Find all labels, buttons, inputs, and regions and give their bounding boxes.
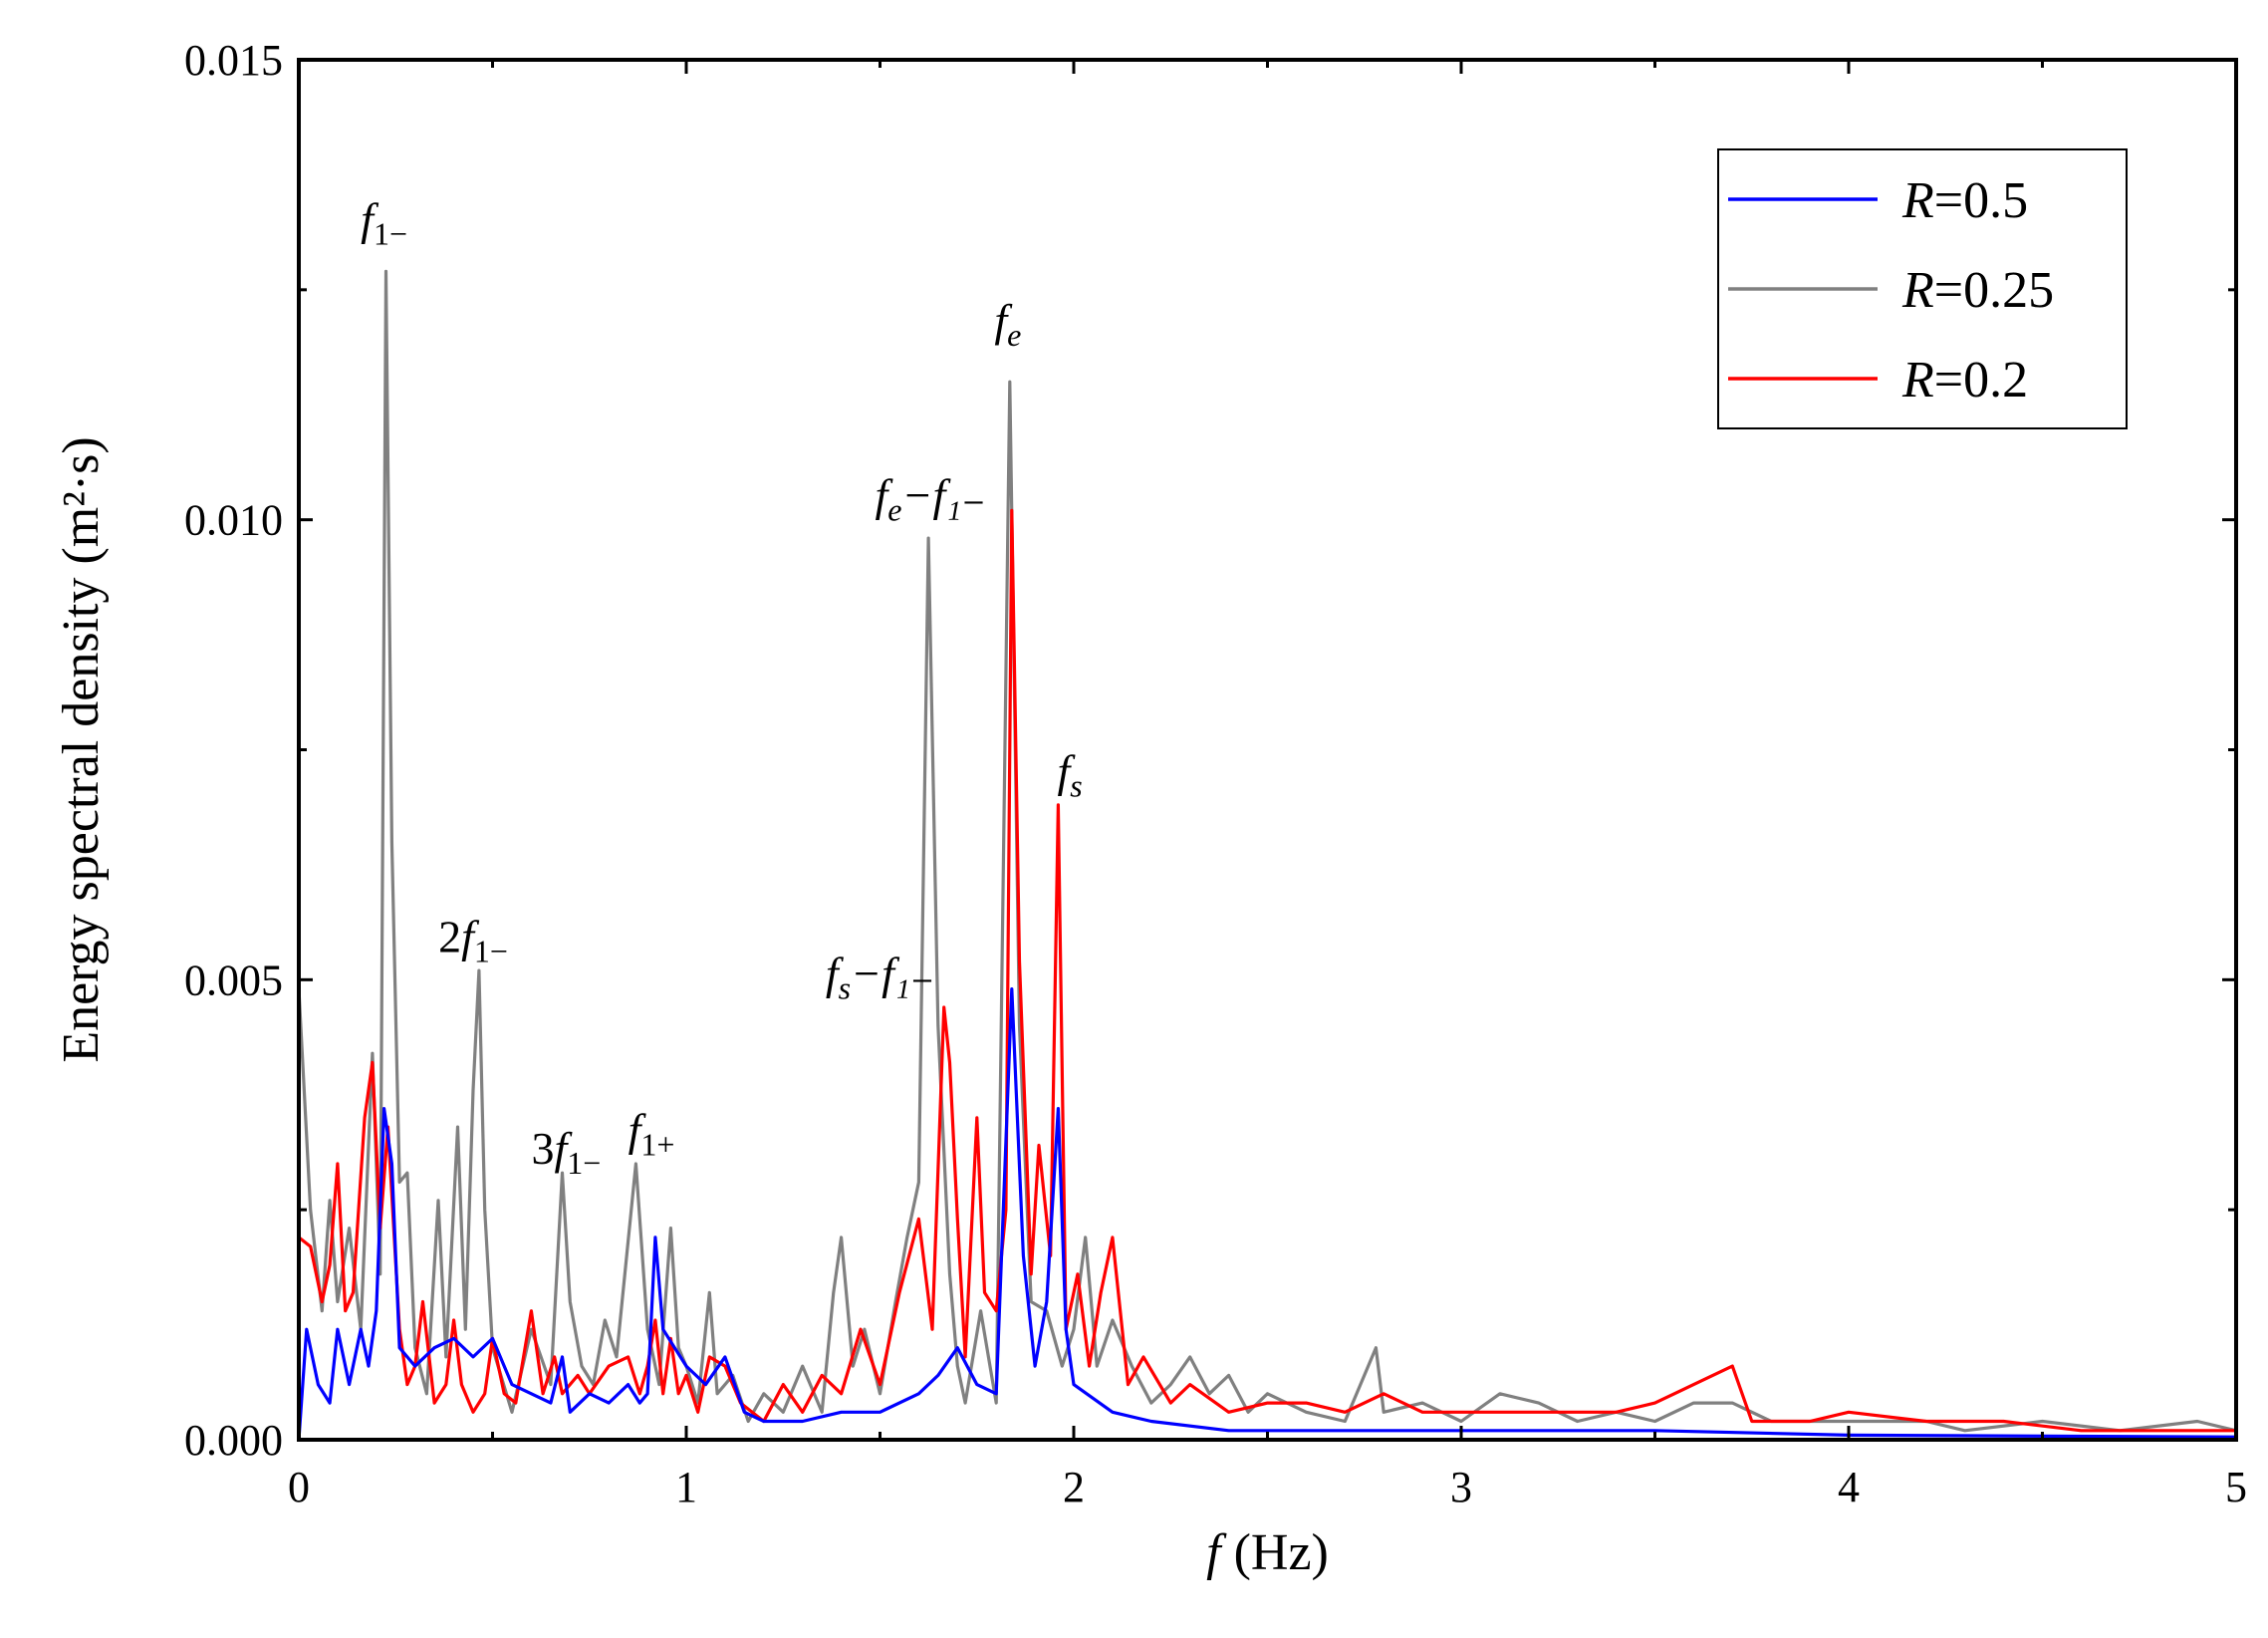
x-tick-label: 5 xyxy=(2225,1463,2247,1511)
peak-annotation: f1− xyxy=(361,193,407,251)
peak-annotation: fs xyxy=(1057,745,1082,803)
legend-entry-label: R=0.2 xyxy=(1901,352,2028,409)
y-axis-title: Energy spectral density (m²·s) xyxy=(53,436,110,1062)
y-tick-label: 0.015 xyxy=(184,36,283,85)
legend-entry-label: R=0.5 xyxy=(1901,172,2028,229)
legend-entry-label: R=0.25 xyxy=(1901,262,2054,319)
series-line-r-0-25 xyxy=(297,269,2237,1433)
annotations-layer: f1− 2f1− 3f1− f1+ fe fe−f₁₋ fs fs−f₁₋ xyxy=(361,193,1083,1181)
ticks-layer: 0 1 2 3 4 5 0.000 0.005 0.010 0.015 xyxy=(184,36,2247,1511)
y-tick-label: 0.005 xyxy=(184,956,283,1004)
x-tick-label: 4 xyxy=(1838,1463,1860,1511)
y-tick-label: 0.010 xyxy=(184,496,283,545)
series-line-r-0-5 xyxy=(297,987,2237,1441)
x-tick-label: 1 xyxy=(675,1463,697,1511)
peak-annotation: fe−f₁₋ xyxy=(876,469,986,527)
x-tick-label: 0 xyxy=(288,1463,310,1511)
peak-annotation: fs−f₁₋ xyxy=(826,949,934,1006)
series-layer xyxy=(297,269,2237,1441)
x-axis-title: f (Hz) xyxy=(1206,1524,1329,1581)
legend: R=0.5 R=0.25 R=0.2 xyxy=(1717,148,2128,429)
series-line-r-0-2 xyxy=(298,508,2236,1433)
peak-annotation: fe xyxy=(994,295,1021,353)
x-tick-label: 3 xyxy=(1450,1463,1472,1511)
peak-annotation: f1+ xyxy=(629,1105,675,1163)
peak-annotation: 2f1− xyxy=(438,912,508,969)
peak-annotation: 3f1− xyxy=(531,1123,601,1181)
x-tick-label: 2 xyxy=(1063,1463,1085,1511)
y-tick-label: 0.000 xyxy=(184,1416,283,1465)
